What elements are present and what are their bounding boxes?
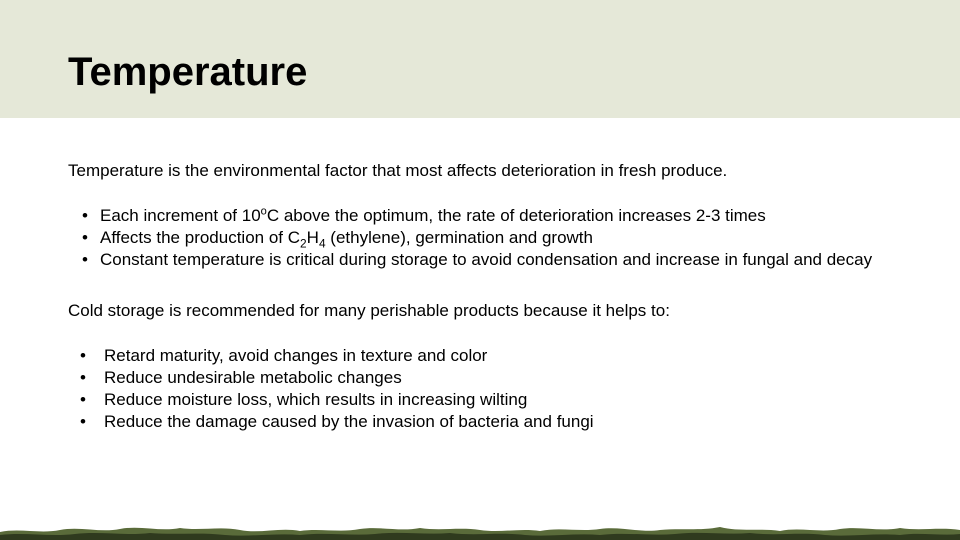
list-item: Affects the production of C2H4 (ethylene…: [68, 227, 892, 249]
slide-title: Temperature: [68, 50, 960, 95]
bullet-list-2: Retard maturity, avoid changes in textur…: [68, 345, 892, 433]
decorative-footer-border: [0, 522, 960, 540]
list-item: Reduce moisture loss, which results in i…: [68, 389, 892, 411]
list-item: Each increment of 10oC above the optimum…: [68, 205, 892, 227]
intro-paragraph: Temperature is the environmental factor …: [68, 160, 892, 181]
slide-content: Temperature is the environmental factor …: [0, 118, 960, 433]
bullet-list-1: Each increment of 10oC above the optimum…: [68, 205, 892, 271]
list-item: Reduce the damage caused by the invasion…: [68, 411, 892, 433]
list-item: Reduce undesirable metabolic changes: [68, 367, 892, 389]
mid-paragraph: Cold storage is recommended for many per…: [68, 300, 892, 321]
title-band: Temperature: [0, 0, 960, 118]
list-item: Constant temperature is critical during …: [68, 249, 892, 271]
list-item: Retard maturity, avoid changes in textur…: [68, 345, 892, 367]
